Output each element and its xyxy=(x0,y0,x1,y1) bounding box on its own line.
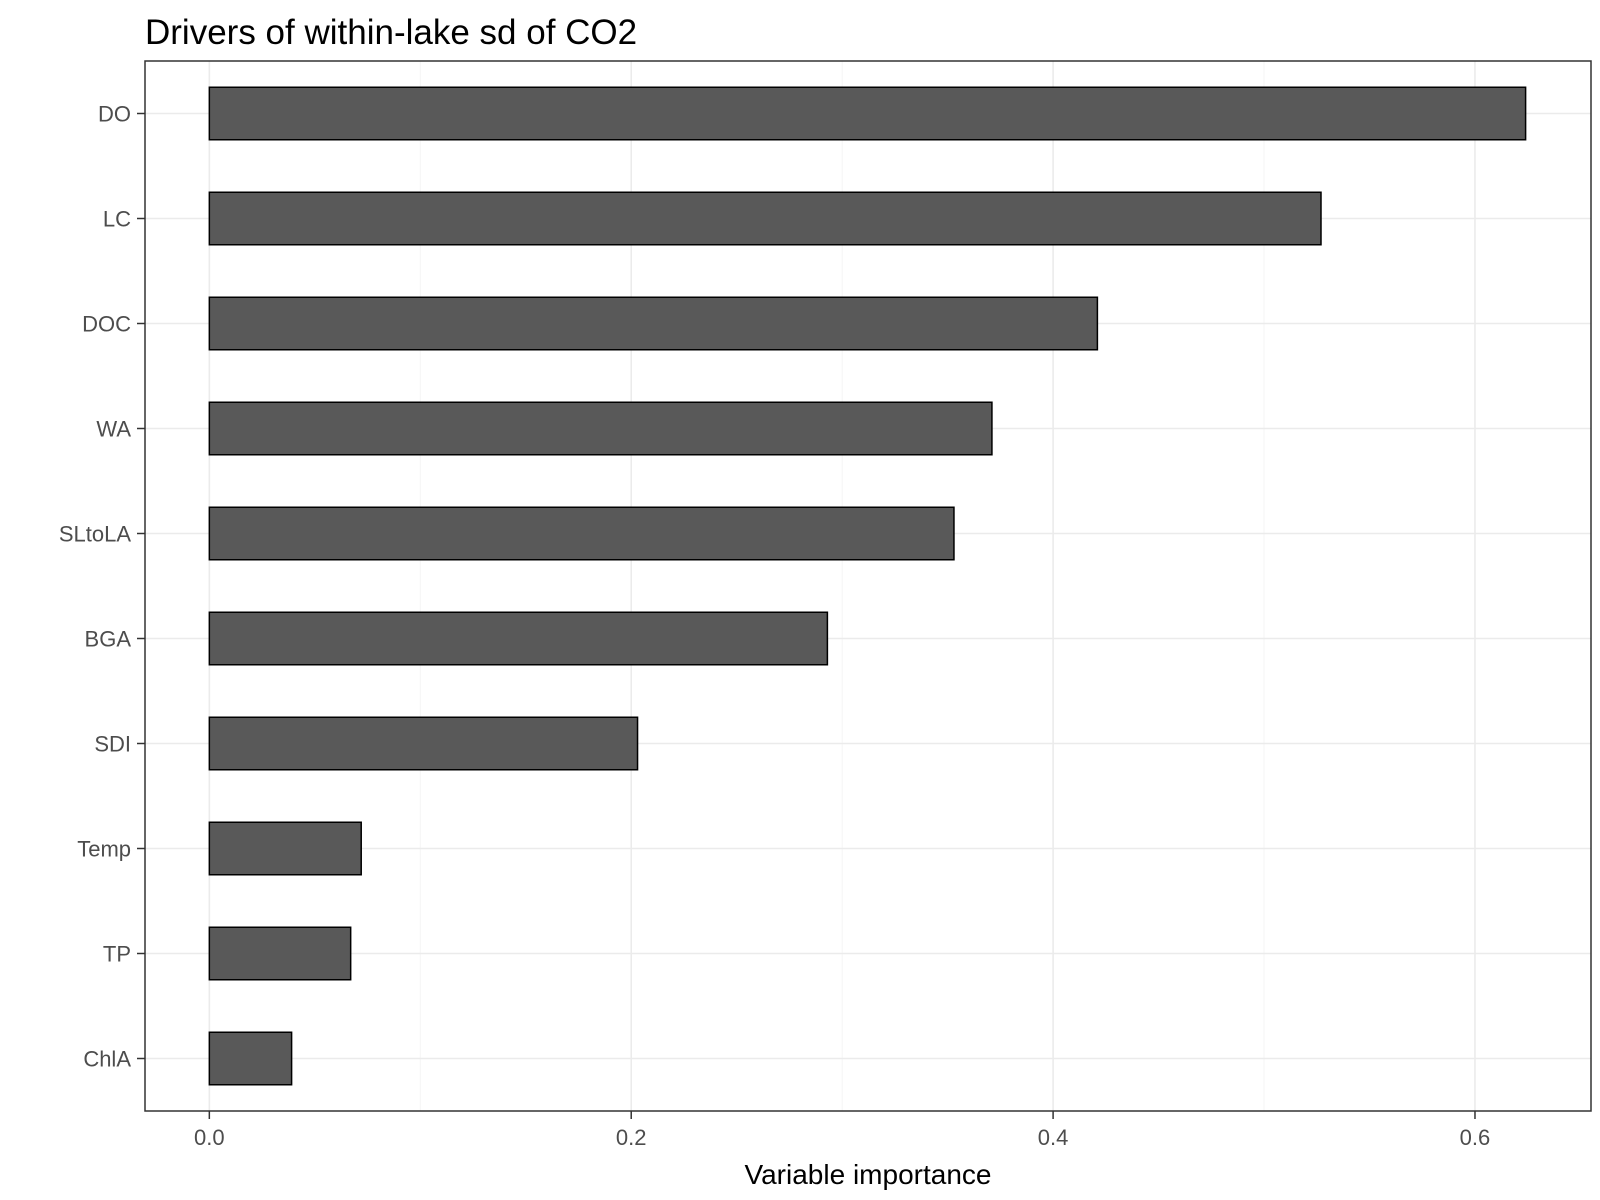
y-tick-label: LC xyxy=(103,207,131,232)
axes: DO LC DOC WA SLtoLA BGA SDI Temp TP ChlA 0.0 0.2 0.4… xyxy=(59,102,1490,1151)
bar-bga xyxy=(208,611,829,666)
bar-do xyxy=(208,86,1527,141)
x-tick-label: 0.0 xyxy=(194,1125,225,1150)
bar-tp xyxy=(208,926,352,981)
chart-title: Drivers of within-lake sd of CO2 xyxy=(145,13,637,52)
bar-lc xyxy=(208,191,1322,246)
bar-wa xyxy=(208,401,993,456)
bar-doc xyxy=(208,296,1099,351)
bar-sdi xyxy=(208,716,639,771)
bar-sltola xyxy=(208,506,955,561)
bar-temp xyxy=(208,821,362,876)
bar-chla xyxy=(208,1031,293,1086)
panel-border xyxy=(144,60,1592,1112)
y-tick-label: TP xyxy=(103,942,131,967)
y-tick-label: DOC xyxy=(82,312,131,337)
x-tick-label: 0.2 xyxy=(616,1125,647,1150)
y-tick-label: SLtoLA xyxy=(59,522,131,547)
x-axis-title: Variable importance xyxy=(745,1159,992,1190)
y-tick-label: DO xyxy=(98,102,131,127)
y-tick-label: Temp xyxy=(77,837,131,862)
x-tick-label: 0.6 xyxy=(1460,1125,1491,1150)
x-tick-label: 0.4 xyxy=(1038,1125,1069,1150)
y-tick-label: ChlA xyxy=(83,1047,131,1072)
y-tick-label: WA xyxy=(96,417,131,442)
y-tick-label: SDI xyxy=(94,732,131,757)
y-tick-label: BGA xyxy=(85,627,132,652)
bars xyxy=(208,86,1527,1086)
